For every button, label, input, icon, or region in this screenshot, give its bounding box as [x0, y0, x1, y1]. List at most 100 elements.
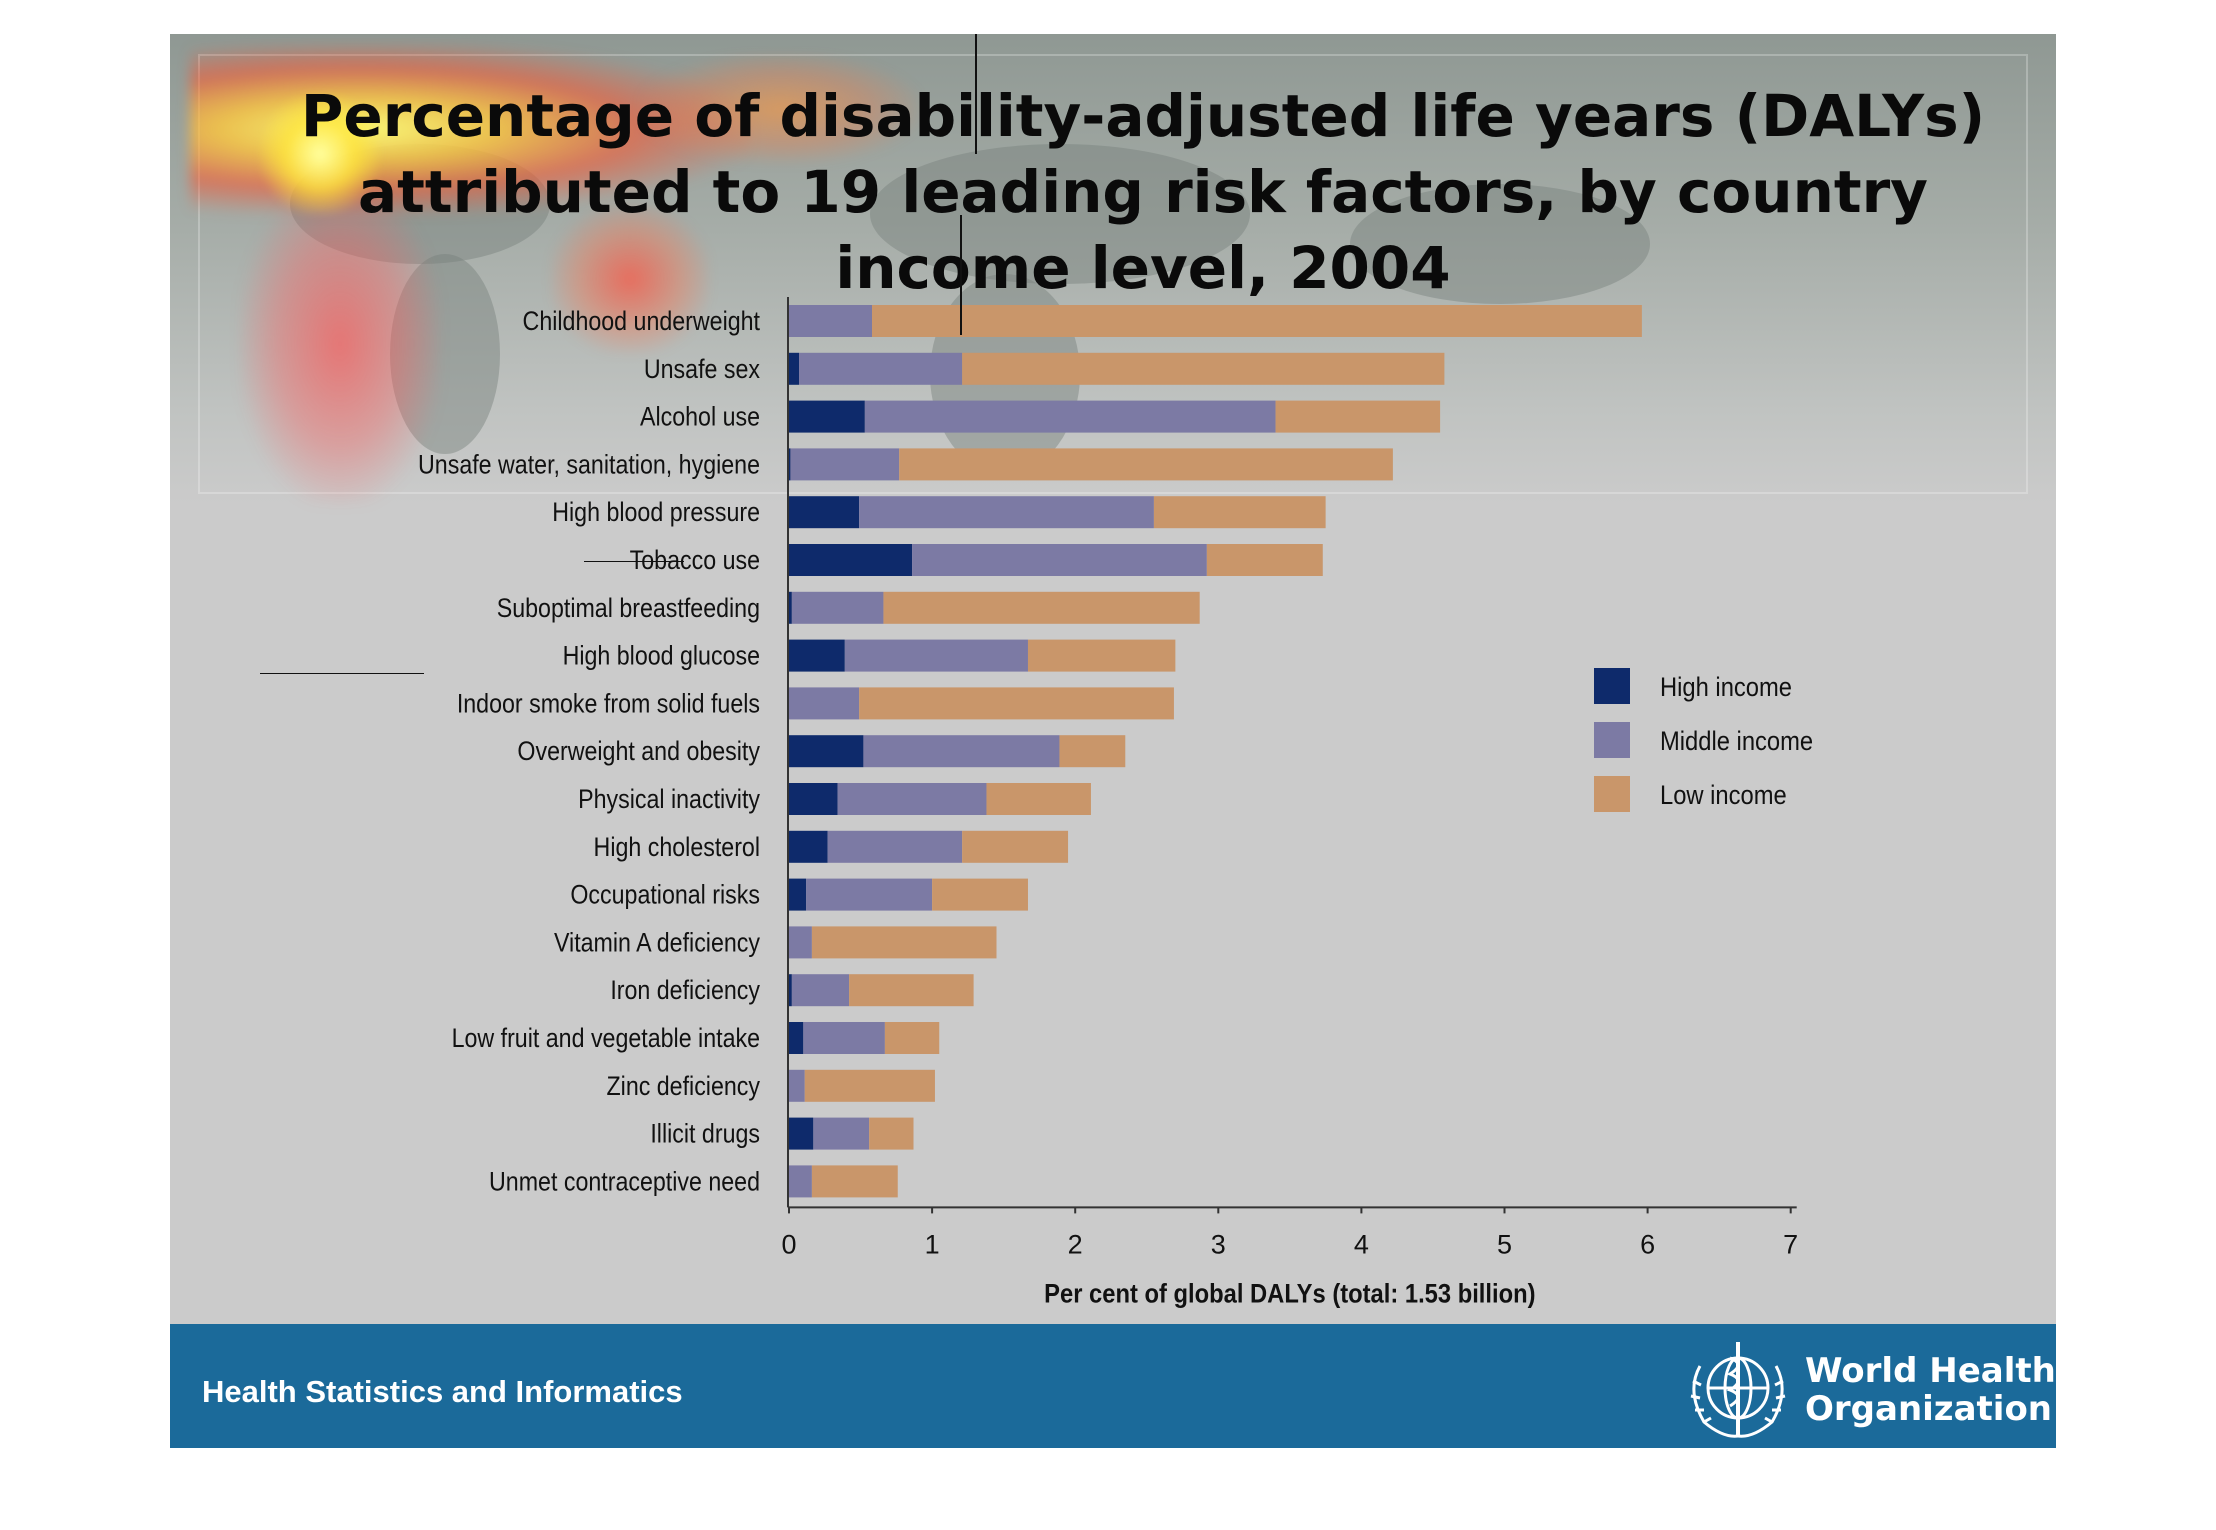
bar-segment — [932, 878, 1028, 911]
cursor-line — [975, 34, 977, 154]
x-tick-label: 1 — [925, 1229, 940, 1259]
bar-segment — [1153, 496, 1326, 529]
bar-segment — [871, 305, 1642, 337]
bar-segment — [1059, 735, 1126, 768]
x-axis-label: Per cent of global DALYs (total: 1.53 bi… — [1044, 1279, 1535, 1309]
who-name: World Health Organization — [1805, 1352, 2056, 1428]
bar-segment — [884, 1022, 940, 1054]
x-tick-label: 0 — [781, 1229, 796, 1259]
category-label: Indoor smoke from solid fuels — [457, 689, 760, 719]
bar-segment — [791, 974, 850, 1007]
header-frame — [198, 54, 2028, 494]
bar-segment — [899, 448, 1393, 481]
bar-segment — [789, 974, 792, 1007]
bar-segment — [789, 830, 828, 863]
bar-segment — [859, 687, 1174, 720]
map-continent — [1350, 184, 1650, 304]
annotation-line — [260, 673, 424, 674]
x-tick-label: 2 — [1068, 1229, 1083, 1259]
chart-title: Percentage of disability-adjusted life y… — [300, 82, 1986, 302]
bar-segment — [789, 783, 838, 815]
bar-segment — [1027, 639, 1176, 672]
heatmap-overlay — [640, 54, 920, 164]
bar-segment — [1275, 400, 1441, 433]
bar-segment — [791, 591, 884, 624]
heatmap-overlay — [260, 94, 380, 214]
bar-segment — [789, 1069, 805, 1102]
heatmap-overlay — [550, 204, 710, 354]
category-label: Overweight and obesity — [517, 737, 760, 767]
bar-segment — [789, 448, 791, 481]
bar-segment — [790, 448, 900, 481]
category-label: Physical inactivity — [578, 784, 760, 814]
bar-segment — [863, 735, 1060, 768]
bar-segment — [962, 352, 1445, 385]
category-label: Childhood underweight — [523, 306, 760, 336]
cursor-line — [960, 215, 962, 335]
footer-bar: Health Statistics and Informatics World … — [170, 1324, 2056, 1448]
bar-segment — [789, 735, 864, 768]
legend-swatch — [1594, 722, 1630, 758]
bar-segment — [789, 1165, 812, 1198]
bar-segment — [849, 974, 974, 1007]
legend-label: High income — [1660, 673, 1792, 703]
bar-segment — [1206, 544, 1323, 576]
bar-segment — [789, 305, 872, 337]
bar-segment — [803, 1022, 885, 1054]
legend-label: Middle income — [1660, 727, 1813, 757]
bar-segment — [789, 687, 860, 720]
annotation-line — [584, 561, 684, 562]
category-label: Low fruit and vegetable intake — [452, 1023, 760, 1053]
bar-segment — [789, 878, 807, 911]
bar-segment — [827, 830, 963, 863]
heatmap-overlay — [240, 184, 440, 504]
category-label: Occupational risks — [570, 880, 760, 910]
legend-label: Low income — [1660, 781, 1787, 811]
bar-segment — [799, 352, 963, 385]
bar-segment — [859, 496, 1154, 529]
category-label: Tobacco use — [630, 545, 760, 575]
bar-segment — [912, 544, 1207, 576]
map-continent — [870, 144, 1250, 284]
bar-segment — [883, 591, 1200, 624]
category-label: Unmet contraceptive need — [489, 1167, 760, 1197]
bar-segment — [844, 639, 1028, 672]
bar-segment — [789, 400, 865, 433]
footer-unit-name: Health Statistics and Informatics — [202, 1374, 683, 1409]
category-label: Iron deficiency — [610, 976, 760, 1006]
category-label: High blood pressure — [552, 498, 760, 528]
who-emblem-icon — [1690, 1342, 1786, 1438]
category-label: Alcohol use — [640, 402, 760, 432]
x-tick-label: 4 — [1354, 1229, 1369, 1259]
bar-segment — [789, 544, 913, 576]
bar-segment — [789, 352, 800, 385]
bar-segment — [806, 878, 933, 911]
legend-swatch — [1594, 776, 1630, 812]
category-label: Unsafe water, sanitation, hygiene — [418, 450, 760, 480]
category-label: Vitamin A deficiency — [554, 928, 760, 958]
bar-segment — [789, 1117, 814, 1150]
bar-segment — [789, 926, 812, 959]
bar-chart: Childhood underweight Unsafe sex Alcohol u… — [418, 297, 1813, 1309]
x-tick-label: 7 — [1783, 1229, 1798, 1259]
category-label: High cholesterol — [594, 832, 760, 862]
category-label: Illicit drugs — [650, 1119, 760, 1149]
bar-segment — [986, 783, 1091, 815]
slide: Percentage of disability-adjusted life y… — [170, 34, 2056, 1448]
x-tick-label: 5 — [1497, 1229, 1512, 1259]
bar-segment — [811, 926, 997, 959]
category-label: High blood glucose — [563, 641, 760, 671]
bar-segment — [869, 1117, 914, 1150]
bar-segment — [962, 830, 1069, 863]
bar-segment — [804, 1069, 935, 1102]
bar-segment — [837, 783, 987, 815]
bar-segment — [789, 1022, 804, 1054]
bar-segment — [811, 1165, 898, 1198]
bar-segment — [789, 591, 792, 624]
bar-segment — [789, 496, 860, 529]
x-tick-label: 6 — [1640, 1229, 1655, 1259]
bar-segment — [864, 400, 1276, 433]
category-label: Zinc deficiency — [606, 1071, 760, 1101]
who-name-line1: World Health — [1805, 1351, 2056, 1391]
category-label: Suboptimal breastfeeding — [497, 593, 760, 623]
